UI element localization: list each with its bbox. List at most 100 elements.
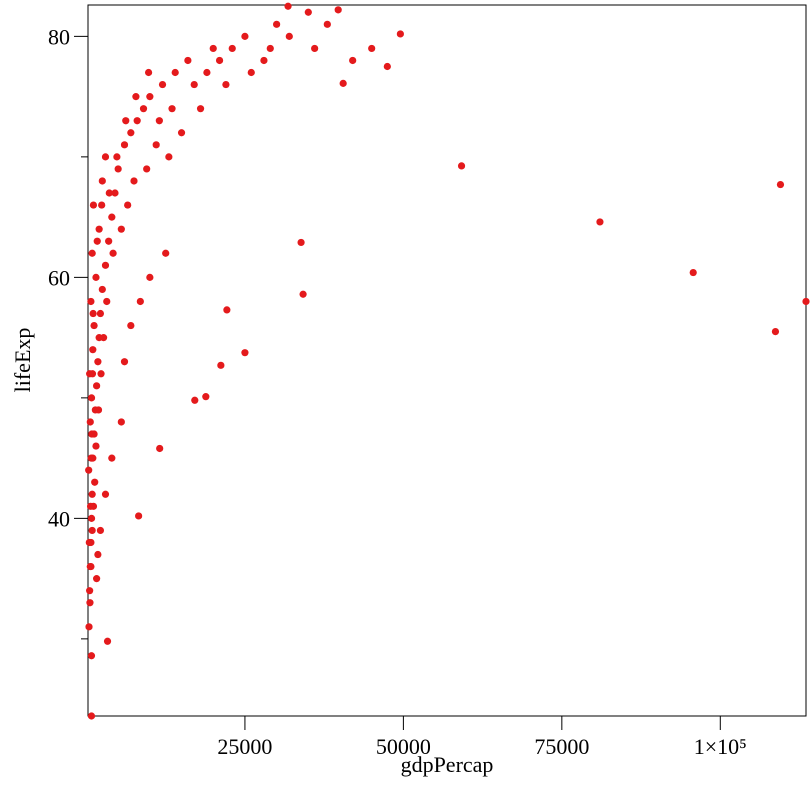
- point: [284, 2, 292, 10]
- point: [457, 162, 466, 170]
- point: [124, 201, 132, 209]
- point: [184, 56, 192, 65]
- point: [87, 394, 96, 402]
- point: [114, 165, 122, 173]
- point: [339, 79, 347, 87]
- point: [158, 80, 167, 89]
- x-tick-label: 75000: [534, 734, 589, 759]
- point: [155, 117, 163, 125]
- point: [190, 80, 198, 89]
- point: [285, 32, 293, 40]
- point: [162, 249, 170, 257]
- point: [215, 56, 224, 65]
- point: [85, 538, 93, 547]
- point: [135, 512, 143, 520]
- point: [127, 129, 135, 137]
- point: [105, 237, 113, 245]
- point: [111, 189, 119, 197]
- point: [168, 105, 176, 113]
- point: [297, 238, 305, 247]
- point: [85, 623, 93, 631]
- point: [89, 309, 97, 318]
- point: [171, 68, 179, 77]
- point: [127, 321, 135, 330]
- point: [203, 68, 211, 77]
- point: [95, 225, 103, 233]
- point: [98, 285, 106, 294]
- point: [368, 44, 376, 53]
- point: [228, 44, 236, 53]
- point: [689, 268, 697, 277]
- point: [133, 117, 141, 125]
- point: [209, 44, 217, 53]
- point: [311, 44, 319, 53]
- point: [334, 6, 342, 14]
- y-tick-label: 40: [48, 506, 70, 531]
- point: [136, 297, 144, 306]
- x-tick-label: 1×10⁵: [694, 734, 747, 759]
- point: [383, 62, 391, 71]
- y-axis-label: lifeExp: [10, 328, 35, 393]
- point: [241, 32, 249, 40]
- point: [117, 418, 125, 426]
- point: [146, 273, 154, 281]
- point: [94, 358, 102, 366]
- point: [101, 490, 110, 498]
- point: [349, 56, 357, 65]
- point: [93, 382, 101, 390]
- point: [87, 652, 96, 660]
- point: [222, 80, 230, 89]
- point: [273, 20, 281, 28]
- point: [247, 68, 255, 77]
- point: [109, 249, 117, 257]
- point: [86, 599, 94, 607]
- point: [93, 575, 101, 583]
- point: [92, 442, 100, 450]
- point: [89, 201, 98, 209]
- point: [87, 562, 95, 571]
- plot-frame: [87, 4, 807, 717]
- point: [191, 396, 199, 404]
- point: [323, 20, 331, 28]
- point: [87, 297, 95, 306]
- x-tick-label: 25000: [217, 734, 272, 759]
- point: [94, 550, 102, 559]
- point: [396, 30, 404, 38]
- point: [771, 327, 780, 336]
- point: [108, 454, 116, 462]
- point: [91, 478, 99, 486]
- point: [88, 249, 96, 257]
- x-tick-label: 50000: [376, 734, 431, 759]
- point: [802, 297, 810, 306]
- point: [88, 526, 96, 535]
- point: [266, 44, 274, 53]
- point: [88, 370, 97, 378]
- point: [98, 177, 106, 185]
- point: [776, 180, 785, 189]
- point: [132, 93, 140, 101]
- point: [90, 321, 98, 330]
- point: [92, 273, 100, 281]
- point: [93, 237, 101, 245]
- point: [217, 361, 225, 369]
- point: [96, 526, 105, 535]
- point: [89, 346, 97, 354]
- point: [202, 393, 210, 401]
- point: [156, 444, 164, 453]
- point: [223, 306, 231, 314]
- y-tick-label: 60: [48, 265, 70, 290]
- point: [120, 141, 129, 149]
- point: [94, 406, 103, 414]
- point: [88, 490, 96, 498]
- point: [596, 218, 604, 226]
- point: [122, 117, 130, 125]
- point: [299, 290, 307, 298]
- point: [96, 309, 105, 318]
- point: [103, 297, 111, 306]
- point: [143, 165, 151, 173]
- point: [113, 153, 121, 161]
- x-axis-label: gdpPercap: [401, 752, 494, 777]
- point: [87, 514, 96, 522]
- point: [101, 153, 110, 161]
